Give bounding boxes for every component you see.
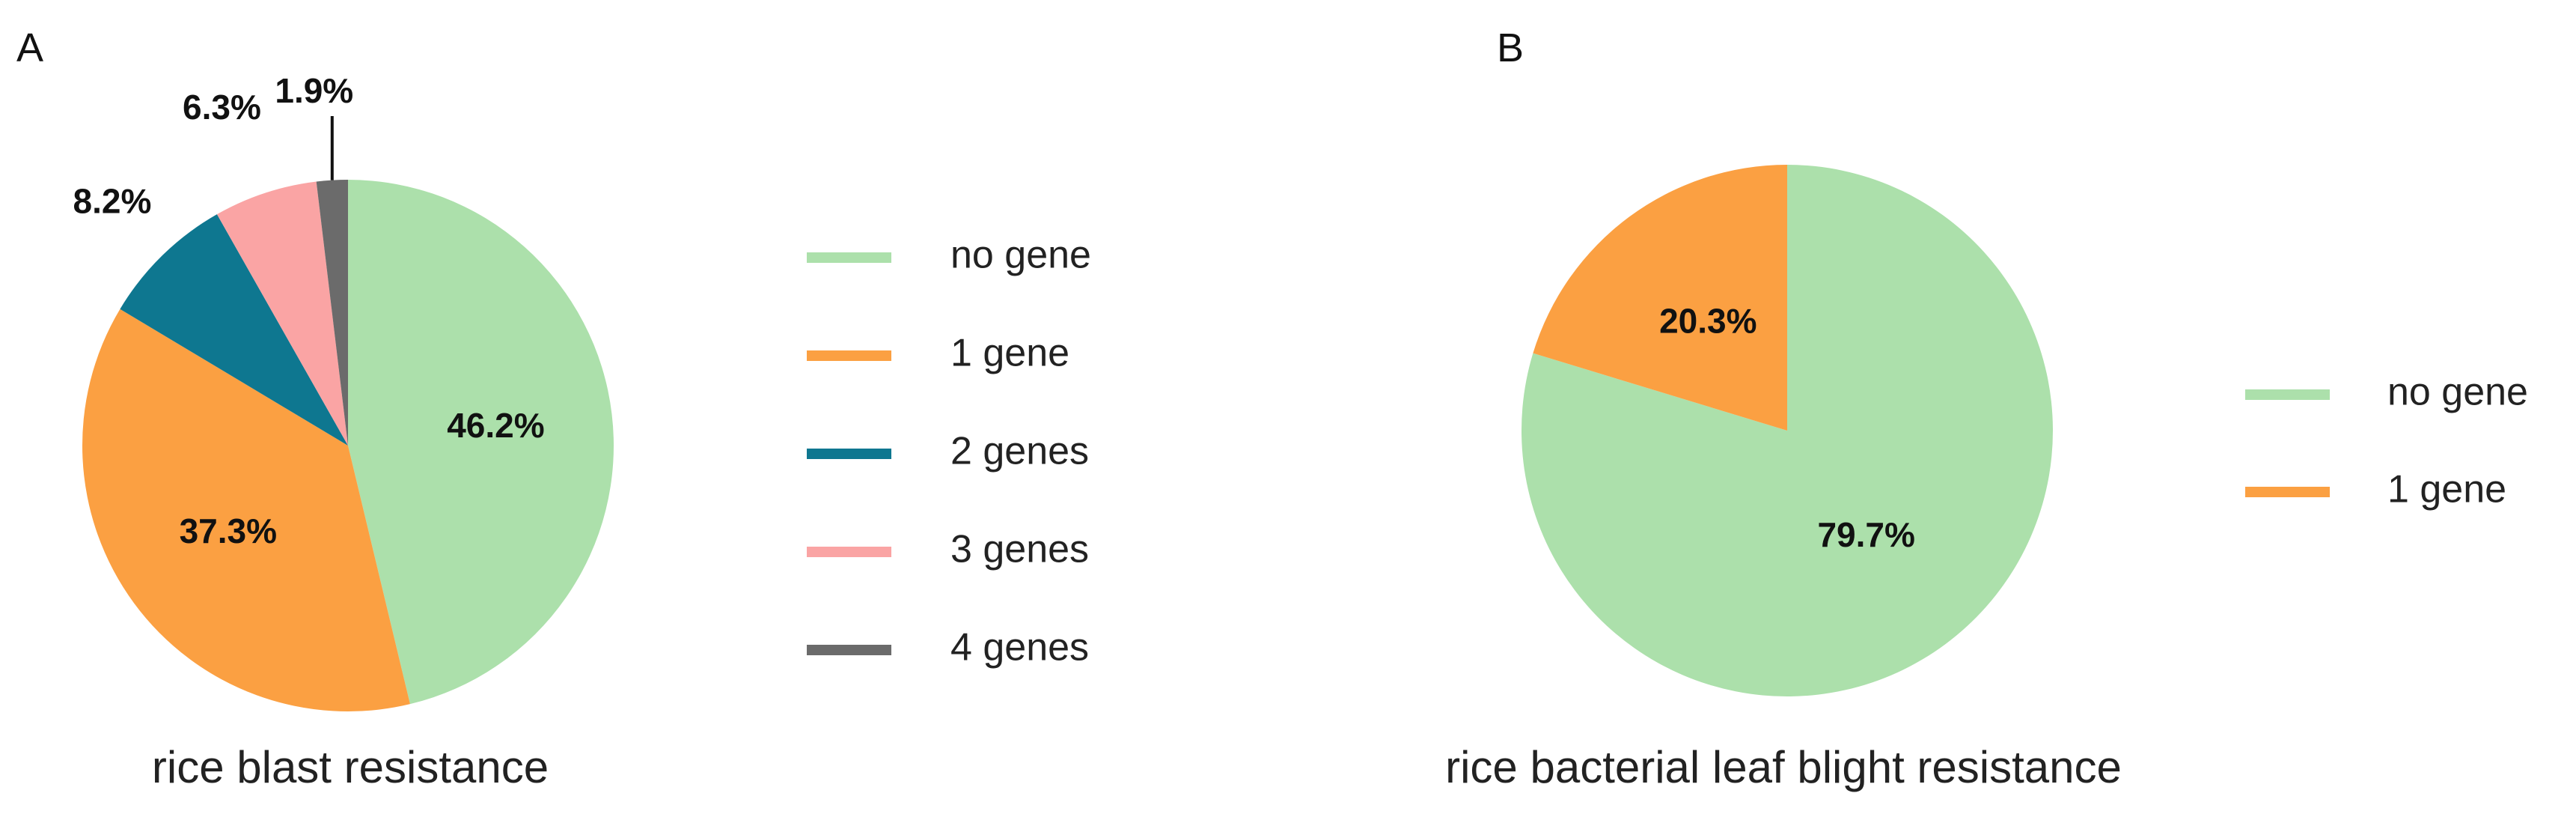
legend-b: no gene 1 gene — [2245, 371, 2528, 511]
pie-slice-1-gene — [82, 309, 410, 711]
panel-letter-a: A — [16, 25, 43, 70]
chart-caption-a: rice blast resistance — [152, 742, 549, 792]
panel-letter-b: B — [1497, 25, 1524, 70]
legend-label-4-genes: 4 genes — [950, 626, 1089, 669]
legend-swatch-4-genes — [807, 645, 891, 655]
legend-swatch-1-gene — [807, 350, 891, 361]
legend-swatch-2-genes — [807, 449, 891, 459]
legend-label-no-gene: no gene — [950, 234, 1091, 277]
legend-label-1-gene: 1 gene — [950, 332, 1069, 375]
data-label-4-genes: 1.9% — [275, 71, 353, 110]
pie-slice-1-gene — [1533, 165, 1787, 431]
legend-label-3-genes: 3 genes — [950, 528, 1089, 571]
pie-slice-2-genes — [120, 214, 348, 446]
legend-swatch-3-genes — [807, 547, 891, 557]
data-label-3-genes: 6.3% — [183, 88, 261, 127]
legend-swatch-1-gene — [2245, 487, 2330, 497]
data-label-2-genes: 8.2% — [73, 182, 152, 221]
data-label-1-gene: 20.3% — [1659, 302, 1756, 341]
legend-a: no gene 1 gene 2 genes 3 genes 4 genes — [807, 234, 1091, 669]
legend-label-no-gene: no gene — [2387, 371, 2528, 414]
pie-slice-no-gene — [348, 180, 614, 705]
legend-swatch-no-gene — [807, 252, 891, 263]
legend-label-2-genes: 2 genes — [950, 430, 1089, 473]
pie-slice-3-genes — [216, 181, 348, 446]
legend-swatch-no-gene — [2245, 389, 2330, 400]
chart-caption-b: rice bacterial leaf blight resistance — [1445, 742, 2122, 792]
pie-chart-a: 46.2% 37.3% 8.2% 6.3% 1.9% — [73, 71, 614, 711]
data-label-no-gene: 79.7% — [1817, 515, 1914, 554]
pie-chart-b: 79.7% 20.3% — [1522, 165, 2053, 696]
legend-label-1-gene: 1 gene — [2387, 468, 2506, 511]
pie-slice-4-genes — [316, 180, 348, 446]
data-label-no-gene: 46.2% — [447, 406, 544, 445]
chart-panel-a: A 46.2% 37.3% 8.2% 6.3% 1.9% no gene 1 gene 2 … — [16, 25, 1091, 792]
chart-panel-b: B 79.7% 20.3% no gene 1 gene rice bacteria… — [1445, 25, 2528, 792]
data-label-1-gene: 37.3% — [180, 511, 277, 550]
